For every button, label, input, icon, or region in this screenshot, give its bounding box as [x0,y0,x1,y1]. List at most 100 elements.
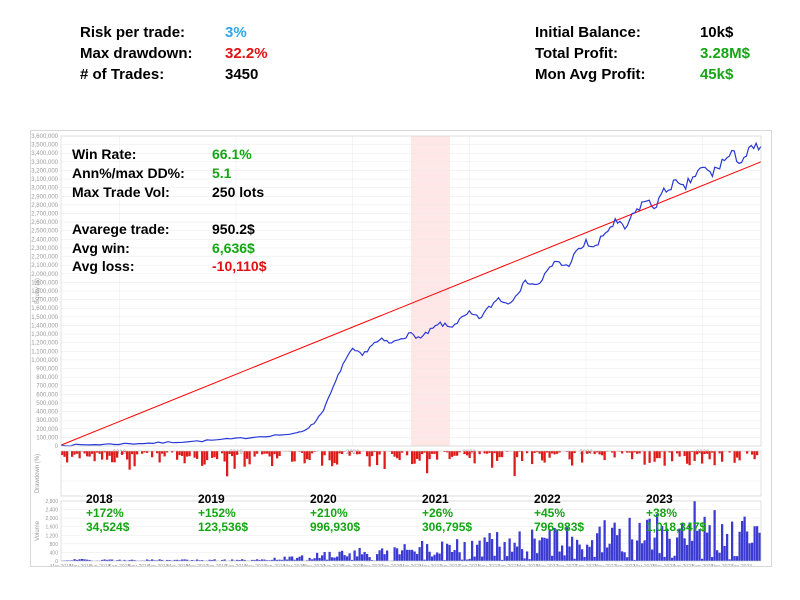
svg-text:Jan-2023: Jan-2023 [731,564,752,566]
yearly-amt: 1,018,347$ [646,520,746,534]
yearly-pct: +45% [534,506,634,520]
avgw-value: 6,636$ [212,239,255,258]
svg-text:2,100,000: 2,100,000 [31,263,58,269]
yearly-col: 2022+45%796,983$ [534,492,634,534]
svg-text:May-2021: May-2021 [419,564,441,566]
svg-text:500,000: 500,000 [36,401,58,407]
svg-text:3,600,000: 3,600,000 [31,134,58,140]
svg-text:Jun-2020: Jun-2020 [323,564,344,566]
svg-text:3,300,000: 3,300,000 [31,160,58,166]
svg-text:Nov-2019: Nov-2019 [245,564,267,566]
svg-text:Jan-2020: Jan-2020 [381,564,402,566]
bal-label: Initial Balance: [535,22,700,43]
svg-text:600,000: 600,000 [36,392,58,398]
trades-value: 3450 [225,64,258,85]
svg-text:Volume: Volume [35,520,41,541]
svg-text:2,700,000: 2,700,000 [31,212,58,218]
vol-label: Max Trade Vol: [72,183,212,202]
svg-text:400: 400 [50,550,59,556]
dd-value: 32.2% [225,43,268,64]
svg-text:Nov-2021: Nov-2021 [478,564,500,566]
yearly-pct: +26% [422,506,522,520]
svg-text:400,000: 400,000 [36,410,58,416]
svg-text:2,900,000: 2,900,000 [31,194,58,200]
dd-label: Max drawdown: [80,43,225,64]
svg-text:2,800,000: 2,800,000 [31,203,58,209]
svg-text:1,400,000: 1,400,000 [31,323,58,329]
svg-text:1,500,000: 1,500,000 [31,315,58,321]
yearly-amt: 306,795$ [422,520,522,534]
yearly-col: 2018+172%34,524$ [86,492,186,534]
win-label: Win Rate: [72,145,212,164]
yearly-pct: +152% [198,506,298,520]
svg-text:3,500,000: 3,500,000 [31,143,58,149]
svg-text:1,000,000: 1,000,000 [31,358,58,364]
svg-text:May-2020: May-2020 [303,564,325,566]
svg-text:2,300,000: 2,300,000 [31,246,58,252]
mon-value: 45k$ [700,64,733,85]
svg-text:800,000: 800,000 [36,375,58,381]
svg-text:May-2018: May-2018 [69,564,91,566]
svg-text:1,200: 1,200 [45,533,58,539]
svg-text:2,800: 2,800 [45,499,58,505]
svg-text:Jan-2021: Jan-2021 [498,564,519,566]
svg-text:Jun-2023: Jun-2023 [673,564,694,566]
vol-value: 250 lots [212,183,264,202]
ann-value: 5.1 [212,164,231,183]
svg-text:2,000,000: 2,000,000 [31,272,58,278]
svg-text:1,100,000: 1,100,000 [31,349,58,355]
svg-text:Jan-2019: Jan-2019 [264,564,285,566]
svg-text:1,600: 1,600 [45,525,58,531]
yearly-year: 2023 [646,492,746,506]
svg-text:300,000: 300,000 [36,418,58,424]
svg-text:1,300,000: 1,300,000 [31,332,58,338]
svg-text:2,600,000: 2,600,000 [31,220,58,226]
ann-label: Ann%/max DD%: [72,164,212,183]
yearly-col: 2020+210%996,930$ [310,492,410,534]
svg-text:800: 800 [50,542,59,548]
yearly-col: 2023+38%1,018,347$ [646,492,746,534]
svg-text:Jun-2019: Jun-2019 [206,564,227,566]
svg-text:May-2022: May-2022 [536,564,558,566]
svg-text:Jun-2021: Jun-2021 [439,564,460,566]
svg-text:700,000: 700,000 [36,384,58,390]
bal-value: 10k$ [700,22,733,43]
profit-value: 3.28M$ [700,43,750,64]
yearly-summary: 2018+172%34,524$ 2019+152%123,536$ 2020+21… [86,492,746,534]
yearly-year: 2020 [310,492,410,506]
svg-text:Nov-2022: Nov-2022 [595,564,617,566]
svg-text:2,400,000: 2,400,000 [31,237,58,243]
svg-text:Nov-2023: Nov-2023 [711,564,733,566]
mon-label: Mon Avg Profit: [535,64,700,85]
svg-text:Nov-2018: Nov-2018 [128,564,150,566]
svg-text:200,000: 200,000 [36,427,58,433]
yearly-year: 2019 [198,492,298,506]
win-value: 66.1% [212,145,252,164]
avgt-value: 950.2$ [212,220,255,239]
avgl-label: Avg loss: [72,257,212,276]
yearly-year: 2018 [86,492,186,506]
svg-text:Jan-2022: Jan-2022 [614,564,635,566]
risk-value: 3% [225,22,247,43]
svg-text:3,100,000: 3,100,000 [31,177,58,183]
yearly-col: 2021+26%306,795$ [422,492,522,534]
risk-label: Risk per trade: [80,22,225,43]
yearly-pct: +210% [310,506,410,520]
svg-text:Drawdown (%): Drawdown (%) [35,454,41,493]
yearly-year: 2021 [422,492,522,506]
overlay-stats: Win Rate: 66.1% Ann%/max DD%: 5.1 Max Tr… [72,145,267,276]
yearly-amt: 34,524$ [86,520,186,534]
yearly-pct: +172% [86,506,186,520]
yearly-amt: 796,983$ [534,520,634,534]
svg-text:Jun-2022: Jun-2022 [556,564,577,566]
svg-text:100,000: 100,000 [36,435,58,441]
svg-text:Nov-2020: Nov-2020 [361,564,383,566]
svg-text:2,200,000: 2,200,000 [31,255,58,261]
svg-text:Equity ($): Equity ($) [35,278,41,304]
svg-text:2,400: 2,400 [45,508,58,514]
yearly-amt: 123,536$ [198,520,298,534]
svg-text:3,400,000: 3,400,000 [31,151,58,157]
svg-text:May-2023: May-2023 [653,564,675,566]
svg-text:3,000,000: 3,000,000 [31,186,58,192]
top-left-block: Risk per trade: 3% Max drawdown: 32.2% #… [80,22,268,85]
